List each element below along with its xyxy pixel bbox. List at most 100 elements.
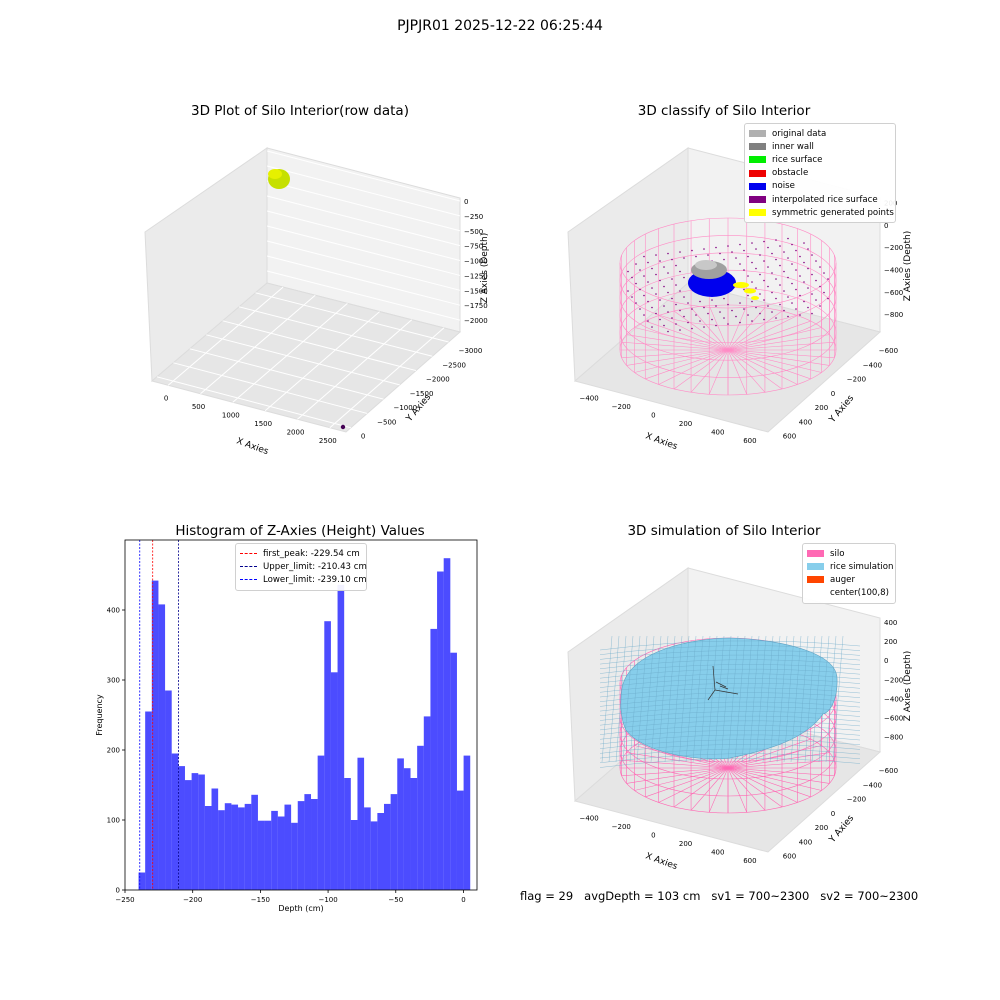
sim-y-tick-label: 200	[815, 824, 828, 832]
simulation-rice-surface	[599, 635, 861, 768]
classify-original-data-cluster	[695, 260, 717, 270]
raw-x-ticks: 0 500 1000 1500 2000 2500	[164, 394, 337, 445]
legend-color-swatch	[749, 182, 766, 190]
cls-y-tick-label: 200	[815, 404, 828, 412]
raw-y-tick-label: −1500	[410, 390, 434, 398]
classify-legend-item: rice surface	[749, 153, 891, 166]
histogram-bar	[410, 778, 418, 890]
raw-z-tick-label: 0	[464, 198, 468, 206]
histogram-bar	[198, 774, 205, 890]
histogram-legend-item: Upper_limit: -210.43 cm	[240, 560, 367, 573]
histogram-y-tick-label: 300	[107, 677, 120, 685]
cls-y-tick-label: 600	[783, 433, 796, 441]
legend-line-swatch	[240, 553, 257, 555]
histogram-legend: first_peak: -229.54 cm Upper_limit: -210.…	[235, 543, 367, 591]
simulation-legend-item: rice simulation	[807, 560, 893, 573]
raw-z-tick-label: −500	[464, 228, 483, 236]
cls-x-tick-label: −200	[612, 403, 631, 411]
raw-x-tick-label: 500	[192, 403, 205, 411]
histogram-y-tick-label: 100	[107, 817, 120, 825]
cls-z-tick-label: −600	[884, 289, 903, 297]
legend-label: auger	[830, 574, 855, 585]
sim-y-tick-label: 400	[799, 838, 812, 846]
sv2-value: sv2 = 700~2300	[820, 889, 919, 903]
avg-depth-value: avgDepth = 103 cm	[584, 889, 701, 903]
raw-floor-pane	[150, 282, 462, 433]
raw-y-ticks: 0 −500 −1000 −1500 −2000 −2500 −3000	[361, 347, 482, 441]
legend-label: first_peak: -229.54 cm	[263, 548, 360, 559]
raw-point-cluster-highlight	[268, 169, 282, 179]
sim-x-tick-label: −400	[579, 814, 598, 822]
histogram-bar	[383, 803, 391, 890]
sim-y-tick-label: 600	[783, 853, 796, 861]
histogram-bar	[463, 755, 471, 890]
sim-z-tick-label: 400	[884, 619, 897, 627]
raw-x-tick-label: 2000	[287, 428, 305, 436]
cls-y-tick-label: −200	[847, 376, 866, 384]
flag-value: flag = 29	[520, 889, 574, 903]
legend-label: inner wall	[772, 141, 814, 152]
sim-z-tick-label: 0	[884, 657, 888, 665]
legend-label: original data	[772, 128, 827, 139]
histogram-bar	[403, 768, 411, 890]
histogram-x-tick-label: −250	[115, 896, 134, 904]
sim-x-tick-label: 600	[743, 857, 756, 865]
histogram-bar	[450, 652, 457, 890]
legend-line-swatch	[240, 566, 257, 568]
legend-color-swatch	[807, 563, 824, 571]
histogram-bar	[238, 807, 245, 890]
raw-grid	[156, 150, 461, 429]
histogram-bar	[330, 672, 338, 890]
histogram-x-tick-label: −200	[183, 896, 202, 904]
legend-color-swatch	[807, 589, 824, 597]
legend-label: silo	[830, 548, 845, 559]
histogram-bar	[304, 794, 312, 890]
classify-legend: original data inner wall rice surface obsta…	[744, 123, 896, 224]
histogram-bar	[145, 711, 152, 890]
legend-color-swatch	[749, 196, 766, 204]
histogram-x-ticks: −250 −200 −150 −100 −50 0	[115, 890, 466, 904]
histogram-bar	[377, 813, 384, 890]
cls-x-tick-label: 200	[679, 420, 692, 428]
legend-label: center(100,8)	[830, 588, 889, 599]
histogram-bar	[277, 816, 285, 890]
classify-y-axis-label: Y Axies	[827, 393, 856, 425]
histogram-bar	[357, 757, 365, 890]
simulation-z-axis-label: Z Axies (Depth)	[903, 651, 913, 722]
cls-y-tick-label: −400	[863, 361, 882, 369]
simulation-z-ticks: 400 200 0 −200 −400 −600 −800	[884, 619, 903, 742]
histogram-bar	[171, 753, 179, 890]
histogram-bar	[390, 794, 398, 890]
legend-color-swatch	[749, 143, 766, 151]
histogram-bar	[151, 580, 159, 890]
histogram-bar	[191, 773, 199, 890]
histogram-bar	[165, 690, 172, 890]
histogram-bar	[204, 806, 212, 890]
raw-z-axis-label: Z Axies (Depth)	[480, 233, 490, 304]
cls-y-tick-label: −600	[879, 347, 898, 355]
sim-x-tick-label: −200	[612, 823, 631, 831]
histogram-y-tick-label: 200	[107, 747, 120, 755]
cls-x-tick-label: 400	[711, 428, 724, 436]
legend-label: Lower_limit: -239.10 cm	[263, 574, 367, 585]
legend-label: symmetric generated points	[772, 207, 894, 218]
classify-legend-item: original data	[749, 127, 891, 140]
classify-legend-item: inner wall	[749, 140, 891, 153]
sim-x-tick-label: 0	[651, 831, 655, 839]
legend-label: Upper_limit: -210.43 cm	[263, 561, 367, 572]
raw-z-tick-label: −750	[464, 243, 483, 251]
histogram-legend-item: first_peak: -229.54 cm	[240, 547, 362, 560]
panel-histogram: −250 −200 −150 −100 −50 0 0 100 200 300 400 Depth…	[95, 539, 478, 913]
histogram-plot-frame	[124, 539, 478, 891]
histogram-x-tick-label: −100	[318, 896, 337, 904]
histogram-bar	[264, 820, 272, 890]
histogram-bar	[443, 558, 451, 890]
simulation-auger	[707, 665, 739, 701]
classify-legend-item: noise	[749, 180, 891, 193]
classify-floor-pane	[573, 282, 882, 433]
raw-y-tick-label: −3000	[459, 347, 483, 355]
raw-x-tick-label: 2500	[319, 437, 337, 445]
sim-x-tick-label: 400	[711, 848, 724, 856]
simulation-y-axis-label: Y Axies	[827, 813, 856, 845]
classify-x-ticks: −400 −200 0 200 400 600	[579, 394, 756, 445]
